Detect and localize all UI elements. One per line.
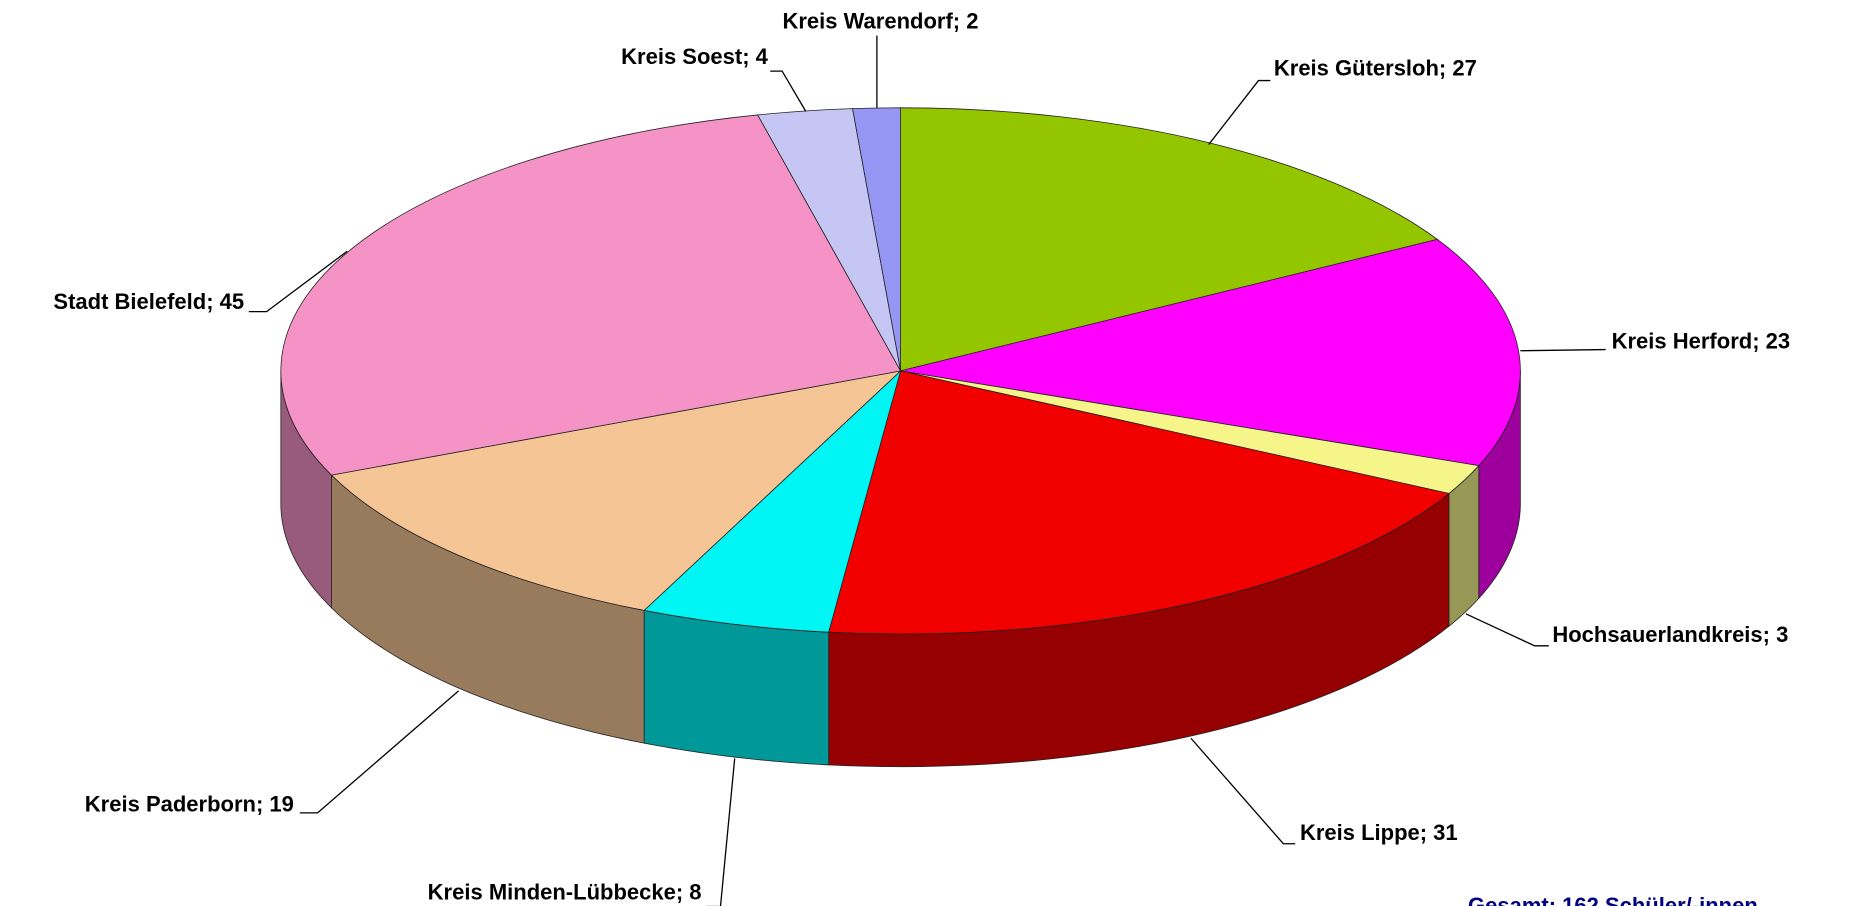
leader-line (248, 250, 348, 313)
leader-line (1465, 613, 1549, 647)
tops (280, 107, 1521, 635)
data-label: Kreis Minden-Lübbecke; 8 (428, 879, 702, 904)
leader-line (1520, 348, 1606, 352)
leader-line (1190, 737, 1296, 845)
leader-line (770, 70, 807, 112)
slice (828, 370, 1450, 635)
sides (280, 370, 1521, 768)
data-label: Kreis Paderborn; 19 (85, 792, 294, 817)
slice (852, 107, 901, 371)
slice-side (643, 609, 830, 766)
slice (900, 238, 1521, 467)
slice (643, 369, 902, 633)
leader-line (299, 690, 460, 814)
data-label: Stadt Bielefeld; 45 (53, 289, 244, 314)
data-label: Kreis Warendorf; 2 (782, 8, 978, 33)
leader-line (706, 758, 736, 906)
data-label: Kreis Herford; 23 (1612, 328, 1791, 353)
leader-line (1208, 79, 1271, 145)
labels: Kreis Gütersloh; 27 Kreis Herford; 23 Hoch… (53, 8, 1790, 906)
slice (330, 370, 902, 611)
data-label: Hochsauerlandkreis; 3 (1552, 622, 1788, 647)
slice (280, 114, 902, 476)
data-label: Kreis Lippe; 31 (1300, 820, 1458, 845)
data-label: Kreis Gütersloh; 27 (1274, 56, 1477, 81)
data-label: Kreis Soest; 4 (621, 44, 768, 69)
annotation: Gesamt: 162 Schüler/-innen (1468, 893, 1758, 906)
